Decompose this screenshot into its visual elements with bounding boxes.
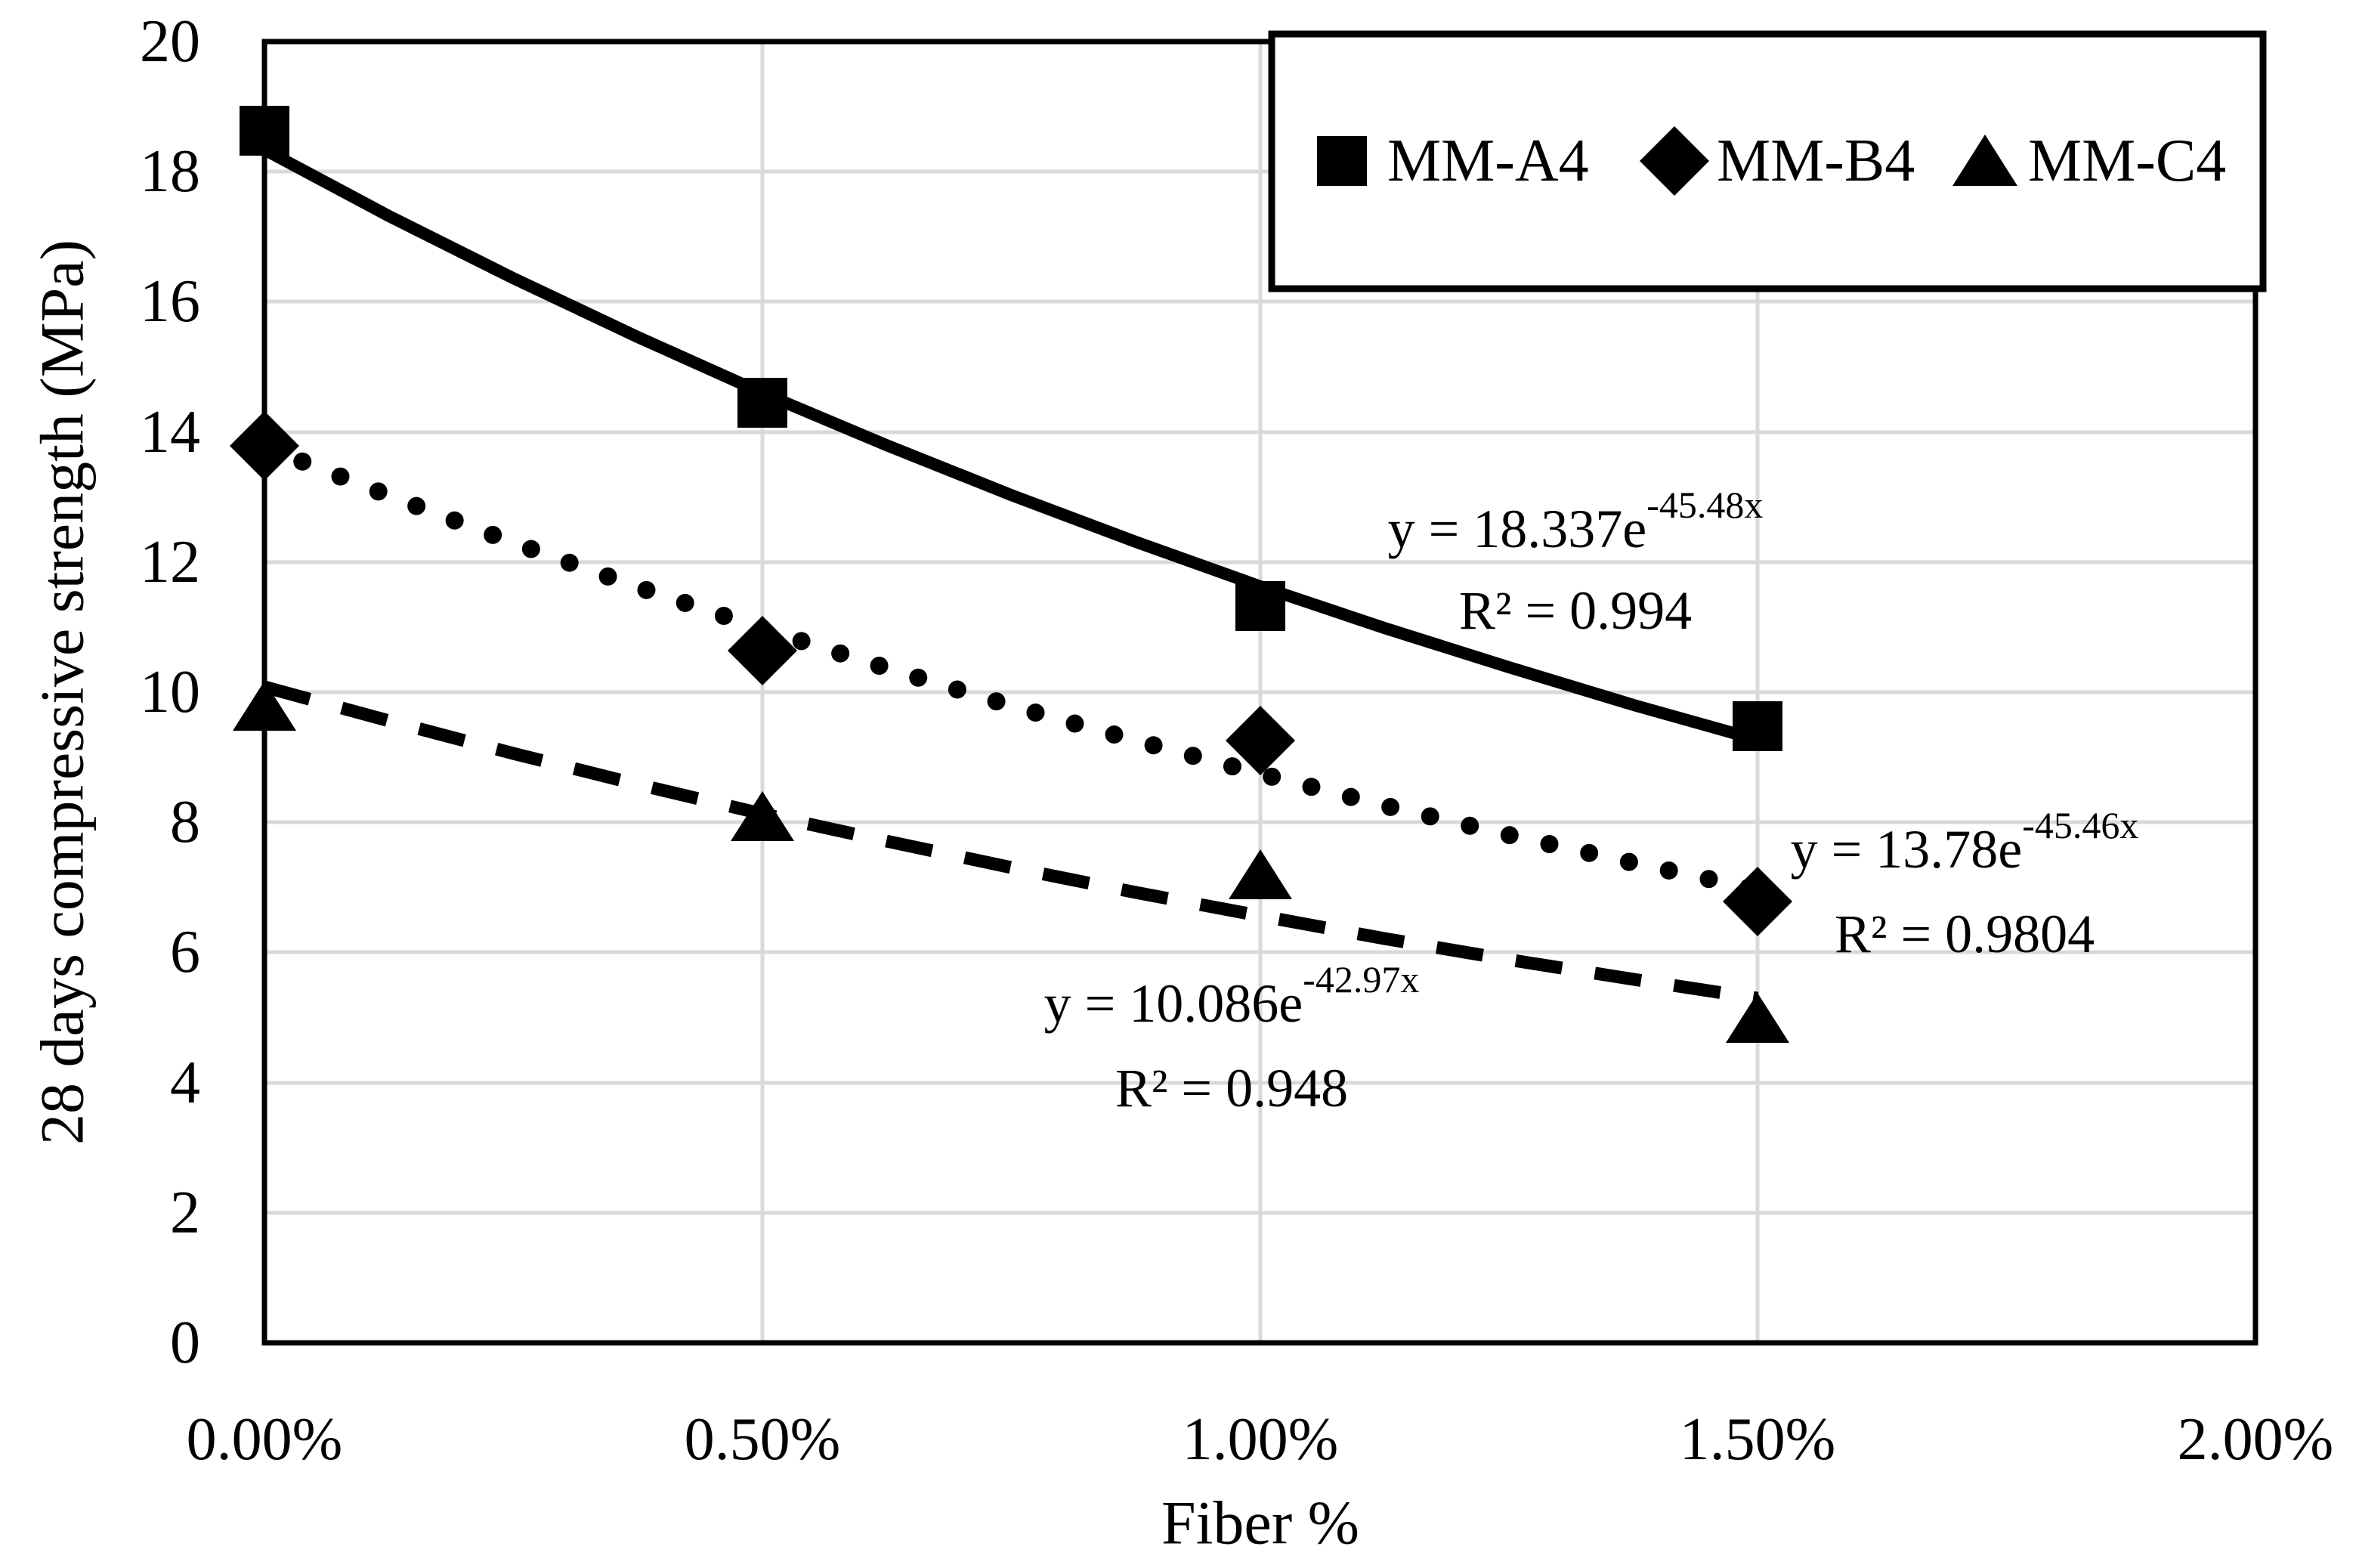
y-axis-tick-labels: 20 18 16 14 12 10 8 6 4 2 0 (140, 8, 200, 1376)
trendline-mm-a4 (261, 144, 1760, 746)
x-axis-title: Fiber % (1161, 1489, 1359, 1557)
equation-base: y = 18.337e (1388, 499, 1647, 559)
legend-diamond-icon (1640, 126, 1709, 196)
triangle-marker (1726, 993, 1789, 1043)
triangle-marker (1229, 849, 1292, 899)
legend-box (1268, 30, 2267, 292)
equation-exponent: -42.97x (1303, 958, 1419, 1000)
y-tick-label: 20 (140, 8, 200, 75)
trendline-mm-b4 (255, 438, 1767, 898)
square-marker (1733, 701, 1782, 751)
x-tick-label: 2.00% (2178, 1406, 2334, 1473)
diamond-marker (1723, 867, 1792, 936)
triangle-marker (731, 791, 794, 841)
legend-triangle-icon (1952, 135, 2017, 186)
y-tick-label: 2 (170, 1180, 200, 1246)
r-squared-text: R² = 0.948 (1115, 1058, 1348, 1118)
y-tick-label: 14 (140, 399, 200, 465)
legend-item-mm-b4: MM-B4 (1640, 126, 1915, 196)
diamond-marker (728, 616, 797, 685)
legend: MM-A4 MM-B4 MM-C4 (1268, 30, 2267, 292)
equation-text: y = 13.78e-45.46x (1791, 804, 2139, 880)
annotation-mm-a4-equation: y = 18.337e-45.48x R² = 0.994 (1388, 484, 1764, 641)
y-tick-label: 18 (140, 138, 200, 205)
legend-label: MM-C4 (2028, 128, 2226, 194)
square-marker (737, 378, 787, 428)
equation-text: y = 10.086e-42.97x (1044, 958, 1420, 1034)
series-mm-a4-markers (240, 106, 1782, 751)
legend-item-mm-c4: MM-C4 (1952, 128, 2226, 194)
annotation-mm-b4-equation: y = 13.78e-45.46x R² = 0.9804 (1791, 804, 2139, 964)
equation-exponent: -45.48x (1646, 484, 1763, 526)
square-marker (1235, 581, 1285, 631)
y-tick-label: 4 (170, 1050, 200, 1116)
legend-label: MM-B4 (1717, 128, 1915, 194)
diamond-marker (1226, 706, 1295, 775)
y-tick-label: 10 (140, 659, 200, 725)
y-tick-label: 12 (140, 529, 200, 595)
x-axis-tick-labels: 0.00% 0.50% 1.00% 1.50% 2.00% (187, 1406, 2334, 1473)
y-tick-label: 6 (170, 919, 200, 985)
annotation-mm-c4-equation: y = 10.086e-42.97x R² = 0.948 (1044, 958, 1420, 1118)
trendline-mm-c4 (262, 680, 1759, 1005)
y-axis-title: 28 days compressive strength (MPa) (28, 240, 97, 1145)
x-tick-label: 0.00% (187, 1406, 343, 1473)
square-marker (240, 106, 289, 156)
legend-square-icon (1317, 136, 1367, 186)
equation-base: y = 10.086e (1044, 973, 1303, 1034)
series-mm-b4-markers (230, 411, 1792, 936)
triangle-marker (233, 681, 296, 731)
y-tick-label: 16 (140, 268, 200, 335)
x-tick-label: 0.50% (685, 1406, 841, 1473)
r-squared-text: R² = 0.994 (1459, 580, 1692, 641)
y-tick-label: 8 (170, 789, 200, 855)
series-mm-c4-markers (233, 681, 1789, 1043)
x-tick-label: 1.50% (1680, 1406, 1836, 1473)
legend-item-mm-a4: MM-A4 (1317, 128, 1589, 194)
legend-label: MM-A4 (1387, 128, 1589, 194)
equation-exponent: -45.46x (2022, 804, 2138, 846)
x-tick-label: 1.00% (1183, 1406, 1339, 1473)
y-tick-label: 0 (170, 1310, 200, 1376)
diamond-marker (230, 411, 299, 481)
r-squared-text: R² = 0.9804 (1835, 904, 2095, 964)
equation-base: y = 13.78e (1791, 819, 2023, 880)
equation-text: y = 18.337e-45.48x (1388, 484, 1764, 559)
